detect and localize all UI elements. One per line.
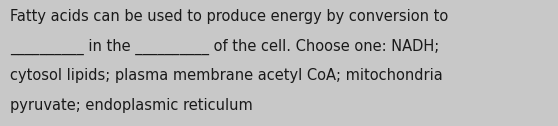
Text: pyruvate; endoplasmic reticulum: pyruvate; endoplasmic reticulum [10,98,253,113]
Text: cytosol lipids; plasma membrane acetyl CoA; mitochondria: cytosol lipids; plasma membrane acetyl C… [10,68,443,83]
Text: Fatty acids can be used to produce energy by conversion to: Fatty acids can be used to produce energ… [10,9,448,24]
Text: __________ in the __________ of the cell. Choose one: NADH;: __________ in the __________ of the cell… [10,38,439,55]
